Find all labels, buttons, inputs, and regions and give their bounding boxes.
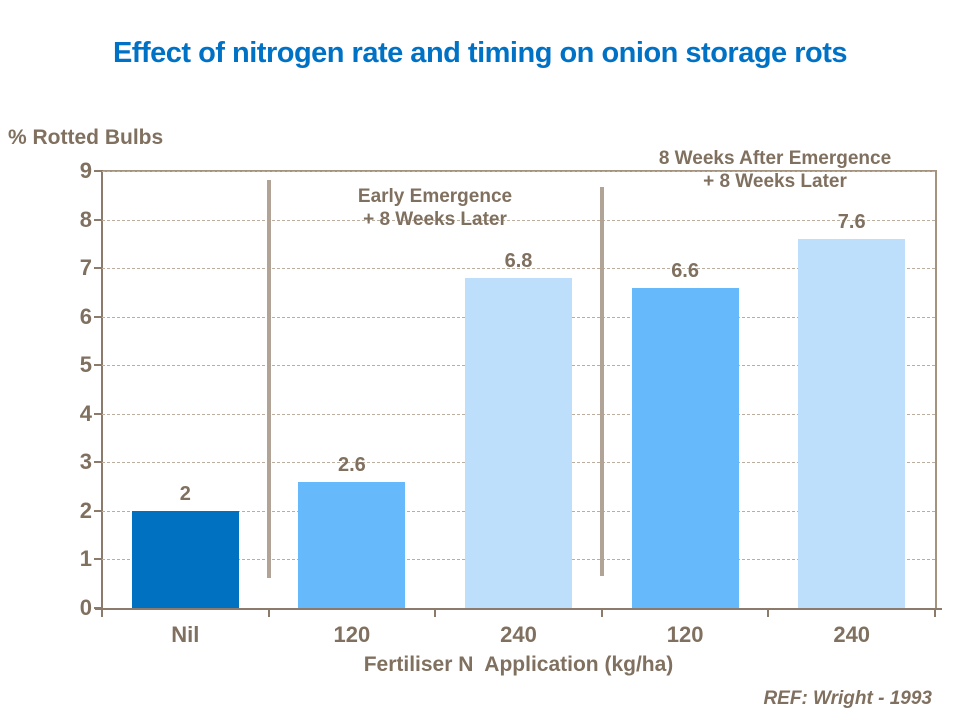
gridline-9 (102, 171, 935, 172)
x-tick-5 (934, 610, 936, 617)
bar-value-label: 6.6 (671, 259, 699, 282)
bar-value-label: 2 (179, 482, 191, 505)
bar-240-4 (798, 238, 906, 608)
bar-value-label: 6.8 (504, 249, 533, 272)
y-tick-label-8: 8 (79, 206, 92, 232)
y-tick-2 (94, 509, 102, 512)
annotation-line: + 8 Weeks Later (363, 209, 507, 230)
x-category-label-240: 240 (500, 622, 537, 647)
y-axis-line (101, 170, 103, 615)
y-tick-1 (94, 558, 102, 561)
y-tick-label-1: 1 (79, 546, 92, 572)
y-tick-label-2: 2 (79, 497, 92, 523)
y-tick-7 (94, 267, 102, 270)
gridline-8 (102, 219, 935, 221)
gridline-7 (102, 268, 935, 270)
x-category-label-120: 120 (333, 622, 371, 647)
y-tick-label-0: 0 (79, 595, 92, 620)
y-tick-4 (94, 412, 102, 415)
y-tick-label-5: 5 (79, 352, 92, 378)
bar-240-2 (465, 277, 572, 608)
x-category-label-Nil: Nil (171, 622, 200, 647)
annotation-line: + 8 Weeks Later (703, 171, 847, 192)
x-axis-line (95, 608, 942, 610)
y-tick-label-6: 6 (79, 303, 92, 329)
plot-area: 0 1 2 3 4 5 6 7 8 9 2 Nil 2.6 120 6.8 240 6.6 120 7.6 240 (80, 159, 942, 647)
x-tick-0 (101, 610, 103, 617)
plot-border-right (935, 170, 937, 609)
annotation-early-emergence: Early Emergence + 8 Weeks Later (280, 185, 590, 231)
y-axis-caption: % Rotted Bulbs (8, 126, 164, 149)
annotation-8-weeks-after-emergence: 8 Weeks After Emergence + 8 Weeks Later (610, 147, 940, 193)
chart-title: Effect of nitrogen rate and timing on on… (112, 37, 848, 69)
bar-value-label: 7.6 (837, 210, 866, 233)
y-tick-label-7: 7 (79, 255, 92, 281)
group-divider-2 (599, 187, 604, 576)
reference-note: REF: Wright - 1993 (763, 688, 932, 709)
y-tick-9 (94, 170, 102, 172)
x-tick-1 (267, 610, 270, 617)
bar-value-label: 2.6 (337, 453, 366, 476)
annotation-line: 8 Weeks After Emergence (658, 148, 892, 169)
y-tick-6 (94, 315, 102, 318)
y-tick-8 (94, 218, 102, 221)
x-axis-title: Fertiliser N Application (kg/ha) (363, 653, 674, 676)
x-category-label-240: 240 (833, 622, 871, 647)
y-tick-label-3: 3 (79, 449, 92, 475)
y-tick-5 (94, 364, 102, 367)
y-tick-label-9: 9 (79, 158, 92, 183)
y-tick-3 (94, 461, 102, 464)
bar-Nil-0 (131, 510, 239, 608)
x-tick-3 (600, 610, 603, 617)
y-tick-0 (94, 607, 102, 609)
annotation-line: Early Emergence (357, 186, 513, 207)
bar-120-1 (298, 481, 406, 608)
bar-120-3 (631, 287, 739, 608)
x-tick-2 (434, 610, 437, 617)
x-category-label-120: 120 (666, 622, 704, 647)
x-tick-4 (767, 610, 770, 617)
y-tick-label-4: 4 (79, 400, 92, 426)
group-divider-1 (266, 180, 271, 578)
